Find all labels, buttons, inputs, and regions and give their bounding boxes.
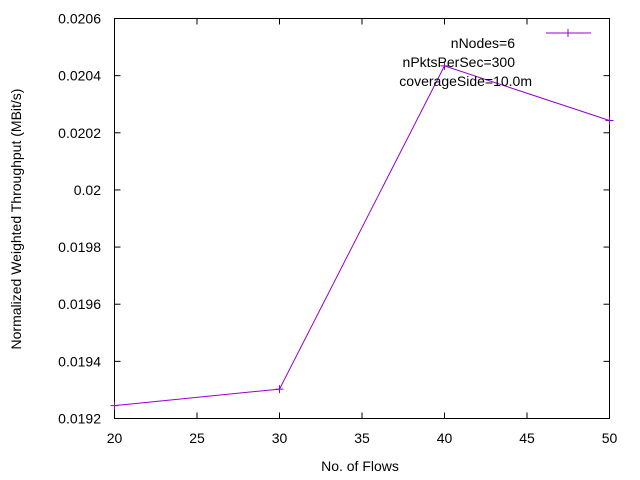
data-point-marker bbox=[110, 401, 119, 410]
y-tick-label: 0.0196 bbox=[58, 296, 101, 312]
x-tick-label: 20 bbox=[107, 430, 123, 446]
legend-plus-marker bbox=[564, 29, 572, 37]
annotation-coverage: coverageSide=10.0m bbox=[399, 73, 532, 89]
y-axis-label: Normalized Weighted Throughput (MBit/s) bbox=[8, 89, 24, 350]
y-tick-label: 0.0204 bbox=[58, 68, 101, 84]
legend bbox=[546, 29, 591, 37]
y-axis-ticks: 0.0192 0.0194 0.0196 0.0198 0.02 0.0202 0.0204… bbox=[58, 11, 610, 427]
x-tick-label: 50 bbox=[602, 430, 618, 446]
y-tick-label: 0.0194 bbox=[58, 353, 101, 369]
annotation-nodes: nNodes=6 bbox=[451, 35, 515, 51]
x-tick-label: 45 bbox=[519, 430, 535, 446]
data-point-marker bbox=[440, 61, 449, 70]
plot-frame bbox=[114, 18, 610, 419]
annotation-pkts: nPktsPerSec=300 bbox=[403, 54, 516, 70]
data-point-marker bbox=[275, 385, 284, 394]
x-axis-ticks: 20 25 30 35 40 45 50 bbox=[107, 18, 618, 446]
y-tick-label: 0.0202 bbox=[58, 125, 101, 141]
x-tick-label: 25 bbox=[189, 430, 205, 446]
x-tick-label: 30 bbox=[272, 430, 288, 446]
y-tick-label: 0.0198 bbox=[58, 239, 101, 255]
x-tick-label: 40 bbox=[437, 430, 453, 446]
x-tick-label: 35 bbox=[354, 430, 370, 446]
series-line bbox=[114, 65, 610, 407]
y-tick-label: 0.02 bbox=[74, 182, 101, 198]
y-tick-label: 0.0192 bbox=[58, 411, 101, 427]
x-axis-label: No. of Flows bbox=[321, 458, 399, 474]
series-layer bbox=[110, 61, 614, 410]
y-tick-label: 0.0206 bbox=[58, 11, 101, 27]
data-point-marker bbox=[605, 116, 614, 125]
